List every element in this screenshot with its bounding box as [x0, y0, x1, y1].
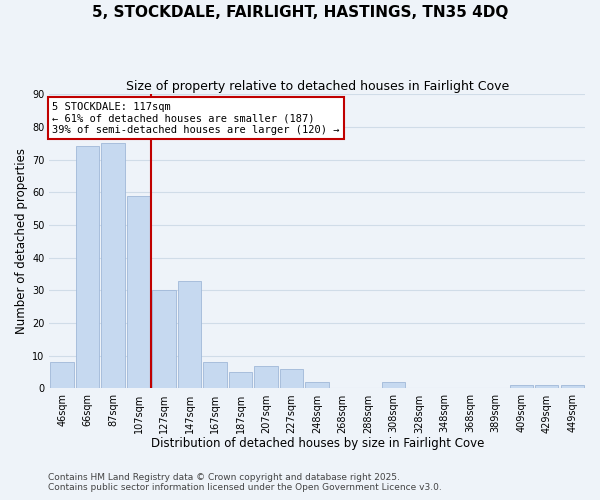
Bar	[76, 146, 100, 388]
Bar	[280, 369, 304, 388]
Title: Size of property relative to detached houses in Fairlight Cove: Size of property relative to detached ho…	[125, 80, 509, 93]
Bar	[535, 385, 559, 388]
Text: 5, STOCKDALE, FAIRLIGHT, HASTINGS, TN35 4DQ: 5, STOCKDALE, FAIRLIGHT, HASTINGS, TN35 …	[92, 5, 508, 20]
X-axis label: Distribution of detached houses by size in Fairlight Cove: Distribution of detached houses by size …	[151, 437, 484, 450]
Text: Contains HM Land Registry data © Crown copyright and database right 2025.
Contai: Contains HM Land Registry data © Crown c…	[48, 473, 442, 492]
Bar	[127, 196, 151, 388]
Bar	[509, 385, 533, 388]
Bar	[203, 362, 227, 388]
Bar	[254, 366, 278, 388]
Bar	[560, 385, 584, 388]
Y-axis label: Number of detached properties: Number of detached properties	[15, 148, 28, 334]
Bar	[152, 290, 176, 388]
Bar	[382, 382, 406, 388]
Bar	[229, 372, 253, 388]
Bar	[50, 362, 74, 388]
Text: 5 STOCKDALE: 117sqm
← 61% of detached houses are smaller (187)
39% of semi-detac: 5 STOCKDALE: 117sqm ← 61% of detached ho…	[52, 102, 340, 134]
Bar	[305, 382, 329, 388]
Bar	[178, 280, 202, 388]
Bar	[101, 143, 125, 388]
